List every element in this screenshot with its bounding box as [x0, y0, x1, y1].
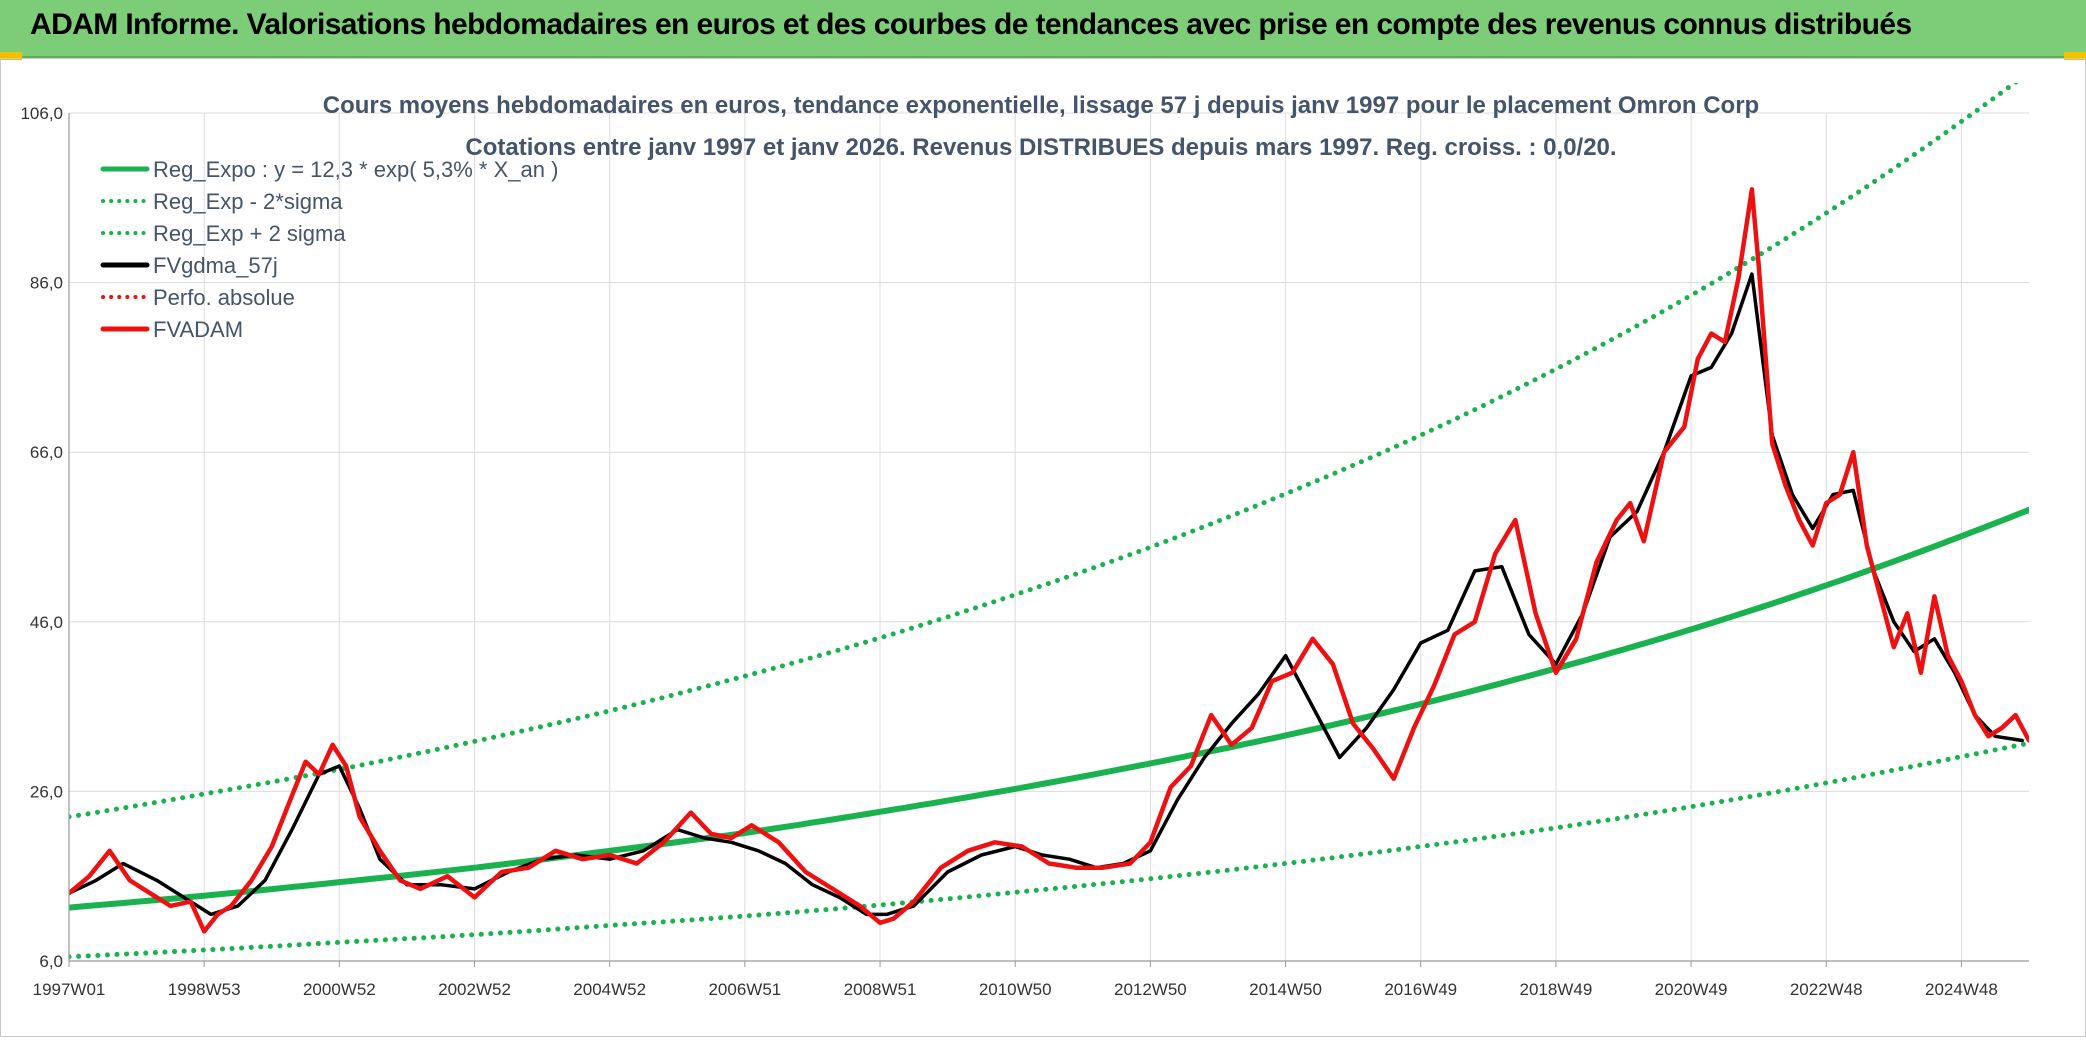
- x-tick-label: 2000W52: [303, 980, 376, 999]
- series-line-fvadam: [69, 187, 2029, 934]
- report-banner: ADAM Informe. Valorisations hebdomadaire…: [0, 0, 2086, 58]
- chart-frame: 106,0 86,0 66,0 46,0 26,0 6,0 1997W01 1998W53 20…: [0, 58, 2086, 1037]
- legend-label: Reg_Exp + 2 sigma: [153, 221, 346, 246]
- x-tick-label: 2012W50: [1114, 980, 1187, 999]
- series-line-reg-exp-2-sigma: [69, 740, 2029, 960]
- corner-marker-right: [2064, 52, 2086, 60]
- y-tick-label: 6,0: [39, 952, 63, 971]
- series-layer: [69, 83, 2029, 960]
- chart-legend: Reg_Expo : y = 12,3 * exp( 5,3% * X_an )…: [100, 157, 558, 342]
- x-tick-label: 2006W51: [708, 980, 781, 999]
- y-tick-label: 86,0: [30, 274, 63, 293]
- x-tick-label: 2024W48: [1925, 980, 1998, 999]
- y-tick-label: 26,0: [30, 782, 63, 801]
- legend-label: FVgdma_57j: [153, 253, 278, 278]
- axis-layer: 106,0 86,0 66,0 46,0 26,0 6,0 1997W01 1998W53 20…: [20, 104, 2029, 999]
- legend-label: Reg_Exp - 2*sigma: [153, 189, 343, 214]
- y-tick-label: 46,0: [30, 613, 63, 632]
- x-tick-label: 2014W50: [1249, 980, 1322, 999]
- legend-label: Perfo. absolue: [153, 285, 295, 310]
- x-tick-label: 2018W49: [1520, 980, 1593, 999]
- x-tick-label: 2008W51: [844, 980, 917, 999]
- x-tick-label: 2002W52: [438, 980, 511, 999]
- price-chart: 106,0 86,0 66,0 46,0 26,0 6,0 1997W01 1998W53 20…: [20, 83, 2029, 999]
- x-tick-label: 2016W49: [1384, 980, 1457, 999]
- report-title: ADAM Informe. Valorisations hebdomadaire…: [30, 8, 1912, 41]
- series-line-reg-exp-2-sigma: [69, 83, 2019, 820]
- x-tick-label: 1997W01: [33, 980, 106, 999]
- corner-marker-left: [0, 52, 22, 60]
- legend-label: FVADAM: [153, 317, 243, 342]
- chart-title: Cours moyens hebdomadaires en euros, ten…: [323, 92, 1759, 119]
- chart-subtitle: Cotations entre janv 1997 et janv 2026. …: [465, 134, 1616, 161]
- series-line-reg-expo: [69, 506, 2029, 911]
- x-tick-label: 2020W49: [1655, 980, 1728, 999]
- x-tick-label: 2022W48: [1790, 980, 1863, 999]
- x-tick-label: 2004W52: [573, 980, 646, 999]
- grid-layer: [69, 112, 2029, 962]
- legend-label: Reg_Expo : y = 12,3 * exp( 5,3% * X_an ): [153, 157, 558, 182]
- y-tick-label: 66,0: [30, 443, 63, 462]
- x-tick-label: 1998W53: [168, 980, 241, 999]
- x-tick-label: 2010W50: [979, 980, 1052, 999]
- y-tick-label: 106,0: [20, 104, 63, 123]
